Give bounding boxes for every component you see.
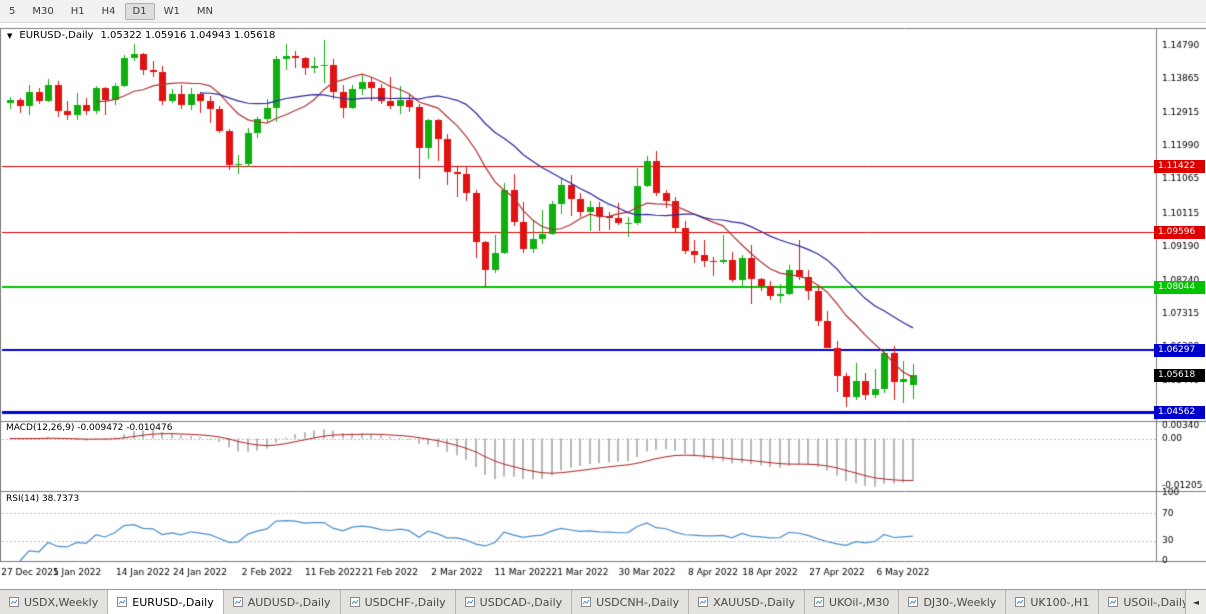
price-level-badge: 1.06297 xyxy=(1154,344,1205,357)
tab-chart-icon xyxy=(1015,597,1026,607)
timeframe-button-h4[interactable]: H4 xyxy=(101,5,116,17)
tab-label: USDCAD-,Daily xyxy=(479,595,563,609)
macd-indicator-label: MACD(12,26,9) -0.009472 -0.010476 xyxy=(6,423,173,433)
tab-label: USDCNH-,Daily xyxy=(596,595,680,609)
chart-tab-usdcaddaily[interactable]: USDCAD-,Daily xyxy=(455,590,573,614)
tab-label: USOil-,Daily xyxy=(1123,595,1189,609)
chart-ohlc-values: 1.05322 1.05916 1.04943 1.05618 xyxy=(100,30,276,41)
price-chart-canvas[interactable] xyxy=(0,23,1206,589)
timeframe-button-h1[interactable]: H1 xyxy=(70,5,85,17)
tab-chart-icon xyxy=(9,597,19,607)
timeframe-toolbar: 5 M30 H1 H4 D1 W1 MN xyxy=(0,0,1206,23)
tab-label: USDCHF-,Daily xyxy=(364,595,446,609)
price-level-badge: 1.08044 xyxy=(1154,281,1205,294)
tab-label: USDX,Weekly xyxy=(24,595,99,609)
chart-tab-audusddaily[interactable]: AUDUSD-,Daily xyxy=(223,590,341,614)
tab-chart-icon xyxy=(908,597,919,607)
tab-label: DJ30-,Weekly xyxy=(923,595,997,609)
tab-chart-icon xyxy=(698,597,709,607)
chart-tab-eurusddaily[interactable]: EURUSD-,Daily xyxy=(108,590,224,614)
timeframe-button-5[interactable]: 5 xyxy=(9,5,16,17)
chart-tab-uk100h1[interactable]: UK100-,H1 xyxy=(1006,590,1100,614)
tab-chart-icon xyxy=(581,597,592,607)
tab-scroll-left-button[interactable]: ◄ xyxy=(1185,590,1206,614)
chart-area: ▼ EURUSD-,Daily 1.05322 1.05916 1.04943 … xyxy=(0,23,1206,589)
chart-tabbar: USDX,Weekly EURUSD-,Daily AUDUSD-,Daily USD… xyxy=(0,589,1206,614)
tab-label: XAUUSD-,Daily xyxy=(713,595,796,609)
timeframe-button-d1[interactable]: D1 xyxy=(124,2,155,20)
chart-tab-usdcnhdaily[interactable]: USDCNH-,Daily xyxy=(572,590,690,614)
tab-label: UK100-,H1 xyxy=(1030,595,1090,609)
timeframe-button-w1[interactable]: W1 xyxy=(163,5,180,17)
price-level-badge: 1.04562 xyxy=(1154,406,1205,419)
tab-chart-icon xyxy=(349,597,360,607)
timeframe-button-m30[interactable]: M30 xyxy=(32,5,54,17)
rsi-indicator-label: RSI(14) 38.7373 xyxy=(6,494,80,504)
chart-tab-usdxweekly[interactable]: USDX,Weekly xyxy=(0,590,109,614)
tab-label: EURUSD-,Daily xyxy=(132,595,214,609)
chart-tab-dj30weekly[interactable]: DJ30-,Weekly xyxy=(899,590,1007,614)
chart-symbol-label: EURUSD-,Daily xyxy=(19,30,94,41)
chart-menu-icon[interactable]: ▼ xyxy=(7,31,13,40)
current-price-badge: 1.05618 xyxy=(1154,369,1205,382)
tab-chart-icon xyxy=(464,597,475,607)
tab-chart-icon xyxy=(117,597,128,607)
tab-chart-icon xyxy=(814,597,825,607)
tab-chart-icon xyxy=(1108,597,1119,607)
price-level-badge: 1.09596 xyxy=(1154,226,1205,239)
price-level-badge: 1.11422 xyxy=(1154,160,1205,173)
chart-tab-ukoilm30[interactable]: UKOil-,M30 xyxy=(805,590,900,614)
chart-tab-usoildaily[interactable]: USOil-,Daily xyxy=(1099,590,1199,614)
tab-label: UKOil-,M30 xyxy=(829,595,890,609)
timeframe-button-mn[interactable]: MN xyxy=(196,5,213,17)
chart-tab-xauusddaily[interactable]: XAUUSD-,Daily xyxy=(689,590,806,614)
chart-tab-usdchfdaily[interactable]: USDCHF-,Daily xyxy=(340,590,456,614)
tab-label: AUDUSD-,Daily xyxy=(247,595,331,609)
tab-chart-icon xyxy=(232,597,243,607)
chart-title: ▼ EURUSD-,Daily 1.05322 1.05916 1.04943 … xyxy=(7,30,275,41)
